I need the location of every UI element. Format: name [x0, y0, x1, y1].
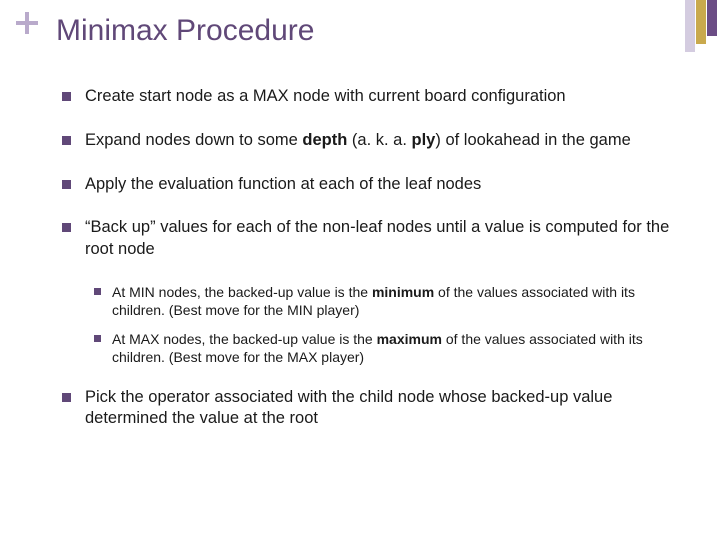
bullet-marker	[62, 223, 71, 232]
bullet-marker	[62, 393, 71, 402]
bullet-level-1: Pick the operator associated with the ch…	[62, 387, 690, 431]
slide-content: Create start node as a MAX node with cur…	[62, 86, 690, 452]
bullet-marker	[62, 136, 71, 145]
bullet-level-2: At MAX nodes, the backed-up value is the…	[94, 330, 690, 367]
bullet-text: “Back up” values for each of the non-lea…	[85, 217, 690, 261]
bullet-text: Pick the operator associated with the ch…	[85, 387, 690, 431]
bullet-text: At MIN nodes, the backed-up value is the…	[112, 283, 690, 320]
bullet-marker	[94, 288, 101, 295]
bullet-marker	[62, 92, 71, 101]
bullet-text: Create start node as a MAX node with cur…	[85, 86, 566, 108]
bullet-text: At MAX nodes, the backed-up value is the…	[112, 330, 690, 367]
plus-icon	[16, 12, 38, 34]
corner-decoration	[660, 0, 720, 60]
slide-title: Minimax Procedure	[56, 14, 314, 48]
bullet-text: Apply the evaluation function at each of…	[85, 174, 481, 196]
bullet-level-1: Apply the evaluation function at each of…	[62, 174, 690, 196]
sub-bullet-group: At MIN nodes, the backed-up value is the…	[94, 283, 690, 367]
bullet-text: Expand nodes down to some depth (a. k. a…	[85, 130, 631, 152]
bullet-marker	[62, 180, 71, 189]
bullet-level-1: “Back up” values for each of the non-lea…	[62, 217, 690, 261]
bullet-marker	[94, 335, 101, 342]
bullet-level-2: At MIN nodes, the backed-up value is the…	[94, 283, 690, 320]
bullet-level-1: Create start node as a MAX node with cur…	[62, 86, 690, 108]
bullet-level-1: Expand nodes down to some depth (a. k. a…	[62, 130, 690, 152]
